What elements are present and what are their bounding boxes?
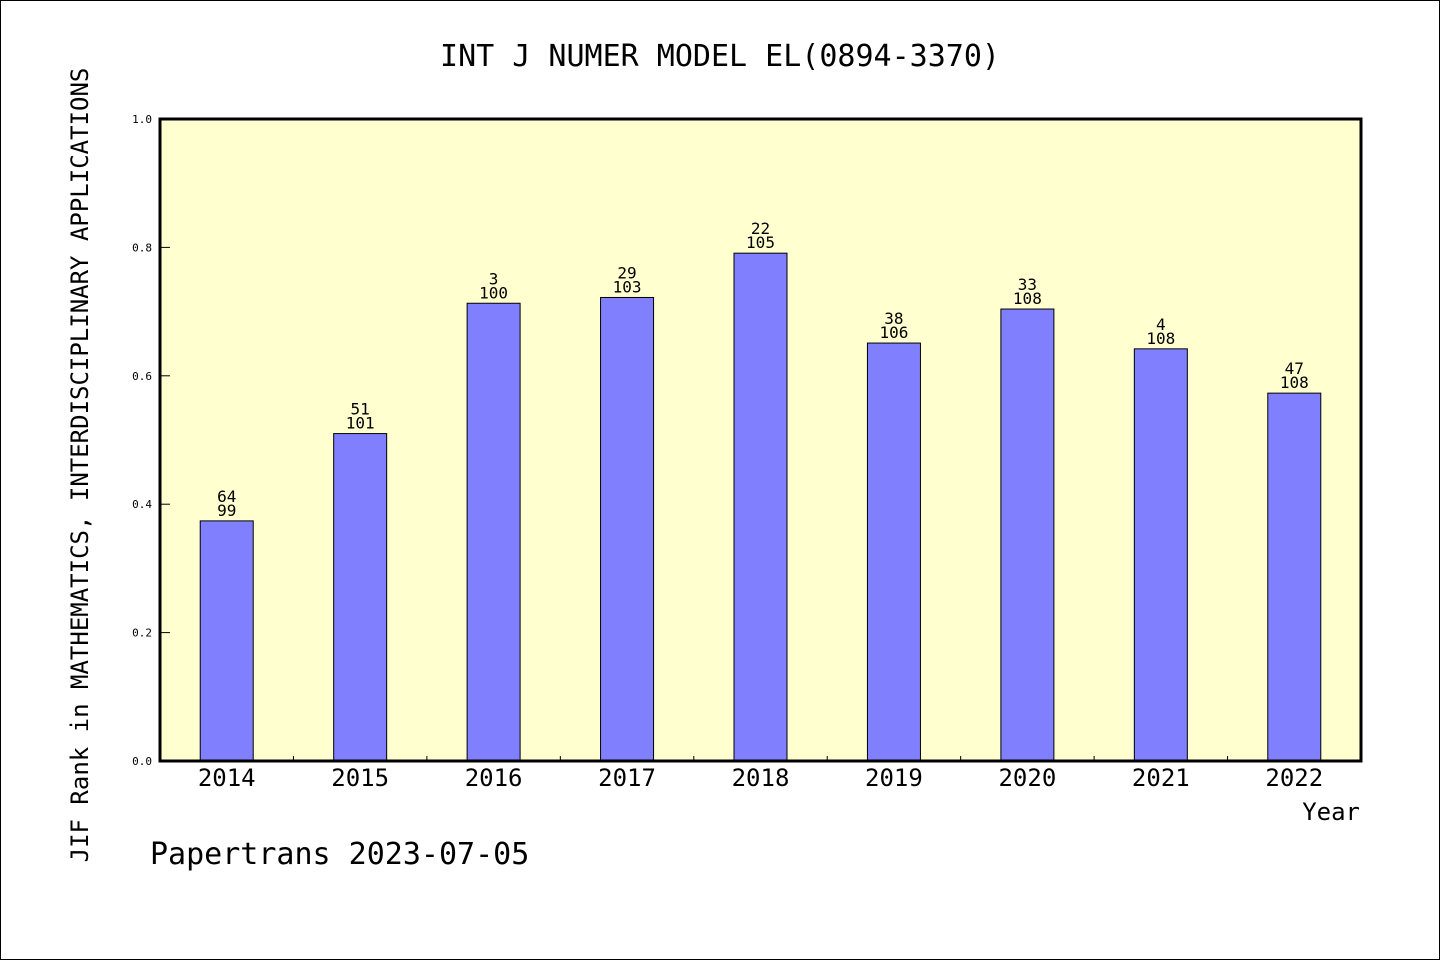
bar-total-label: 99	[217, 501, 236, 520]
bar-2019	[866, 342, 921, 762]
y-tick-label: 0.8	[132, 241, 152, 254]
bar-total-label: 105	[746, 233, 775, 252]
bar-2015	[333, 433, 388, 762]
x-tick-label: 2022	[1265, 764, 1323, 792]
bar-total-label: 108	[1280, 373, 1309, 392]
bar-total-label: 103	[613, 277, 642, 296]
bar-rank-label: 38	[884, 309, 903, 328]
bar-rank-label: 29	[617, 263, 636, 282]
chart-title: INT J NUMER MODEL EL(0894-3370)	[440, 39, 1000, 74]
bar-2014	[199, 520, 254, 762]
bar-2017	[600, 296, 655, 762]
bar-rank-label: 22	[751, 219, 770, 238]
y-tick-label: 0.2	[132, 627, 152, 640]
x-tick-label: 2016	[465, 764, 523, 792]
bar-total-label: 100	[479, 283, 508, 302]
bar-total-label: 108	[1013, 289, 1042, 308]
bar-rank-label: 47	[1285, 359, 1304, 378]
bar-2021	[1133, 348, 1188, 762]
bar-rank-label: 4	[1156, 315, 1166, 334]
y-axis-label: JIF Rank in MATHEMATICS, INTERDISCIPLINA…	[66, 68, 94, 863]
y-tick-label: 0.6	[132, 370, 152, 383]
y-tick-label: 1.0	[132, 113, 152, 126]
y-axis: 0.0 0.2 0.4 0.6 0.8 1.0	[132, 113, 170, 768]
x-axis-label: Year	[1302, 798, 1360, 826]
bar-2020	[1000, 308, 1055, 762]
x-tick-label: 2018	[732, 764, 790, 792]
x-tick-label: 2017	[598, 764, 656, 792]
bar-total-label: 108	[1146, 329, 1175, 348]
x-tick-label: 2015	[331, 764, 389, 792]
bars-group: 6499511013100291032210538106331084108471…	[199, 219, 1322, 762]
bar-2022	[1267, 392, 1322, 762]
x-tick-label: 2020	[998, 764, 1056, 792]
x-tick-label: 2021	[1132, 764, 1190, 792]
bar-2016	[466, 302, 521, 762]
plot-border	[158, 117, 1363, 763]
bar-rank-label: 33	[1018, 275, 1037, 294]
x-tick-label: 2019	[865, 764, 923, 792]
bar-total-label: 101	[346, 414, 375, 433]
bar-rank-label: 3	[489, 269, 499, 288]
footer-credit: Papertrans 2023-07-05	[150, 837, 529, 872]
bar-total-label: 106	[879, 323, 908, 342]
bar-2018	[733, 252, 788, 762]
x-tick-label: 2014	[198, 764, 256, 792]
x-axis: 2014 2015 2016 2017 2018 2019 2020 2021 2022	[198, 756, 1323, 792]
bar-rank-label: 64	[217, 487, 236, 506]
y-tick-label: 0.4	[132, 498, 152, 511]
y-tick-label: 0.0	[132, 755, 152, 768]
bar-rank-label: 51	[351, 400, 370, 419]
